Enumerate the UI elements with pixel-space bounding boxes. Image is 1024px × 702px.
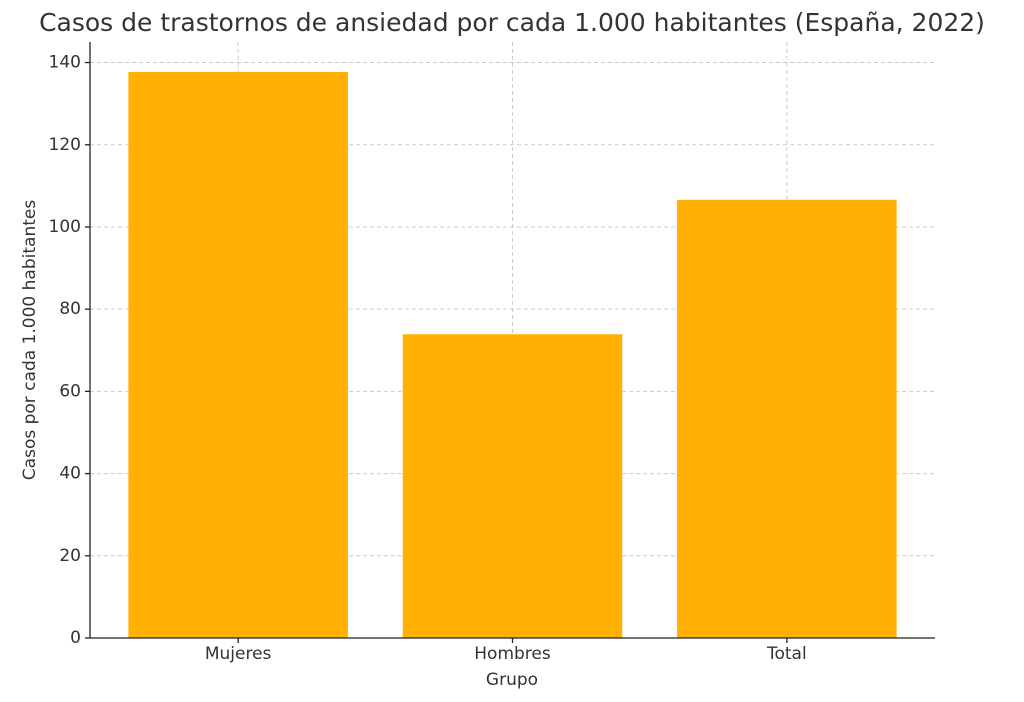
y-tick-label: 80 [59,299,81,319]
y-tick-label: 140 [49,53,81,73]
x-tick-label: Hombres [474,644,551,664]
x-tick-label: Mujeres [205,644,272,664]
y-tick-label: 0 [70,628,81,648]
bar [402,334,623,638]
y-tick-label: 120 [49,135,81,155]
y-axis-label: Casos por cada 1.000 habitantes [20,200,40,481]
y-tick-label: 20 [59,546,81,566]
y-tick-label: 100 [49,217,81,237]
y-tick-label: 60 [59,381,81,401]
y-tick-label: 40 [59,464,81,484]
chart-title: Casos de trastornos de ansiedad por cada… [39,8,985,37]
x-axis-label: Grupo [486,670,538,690]
x-tick-label: Total [766,644,807,664]
bar [128,72,348,639]
bar [677,199,897,639]
